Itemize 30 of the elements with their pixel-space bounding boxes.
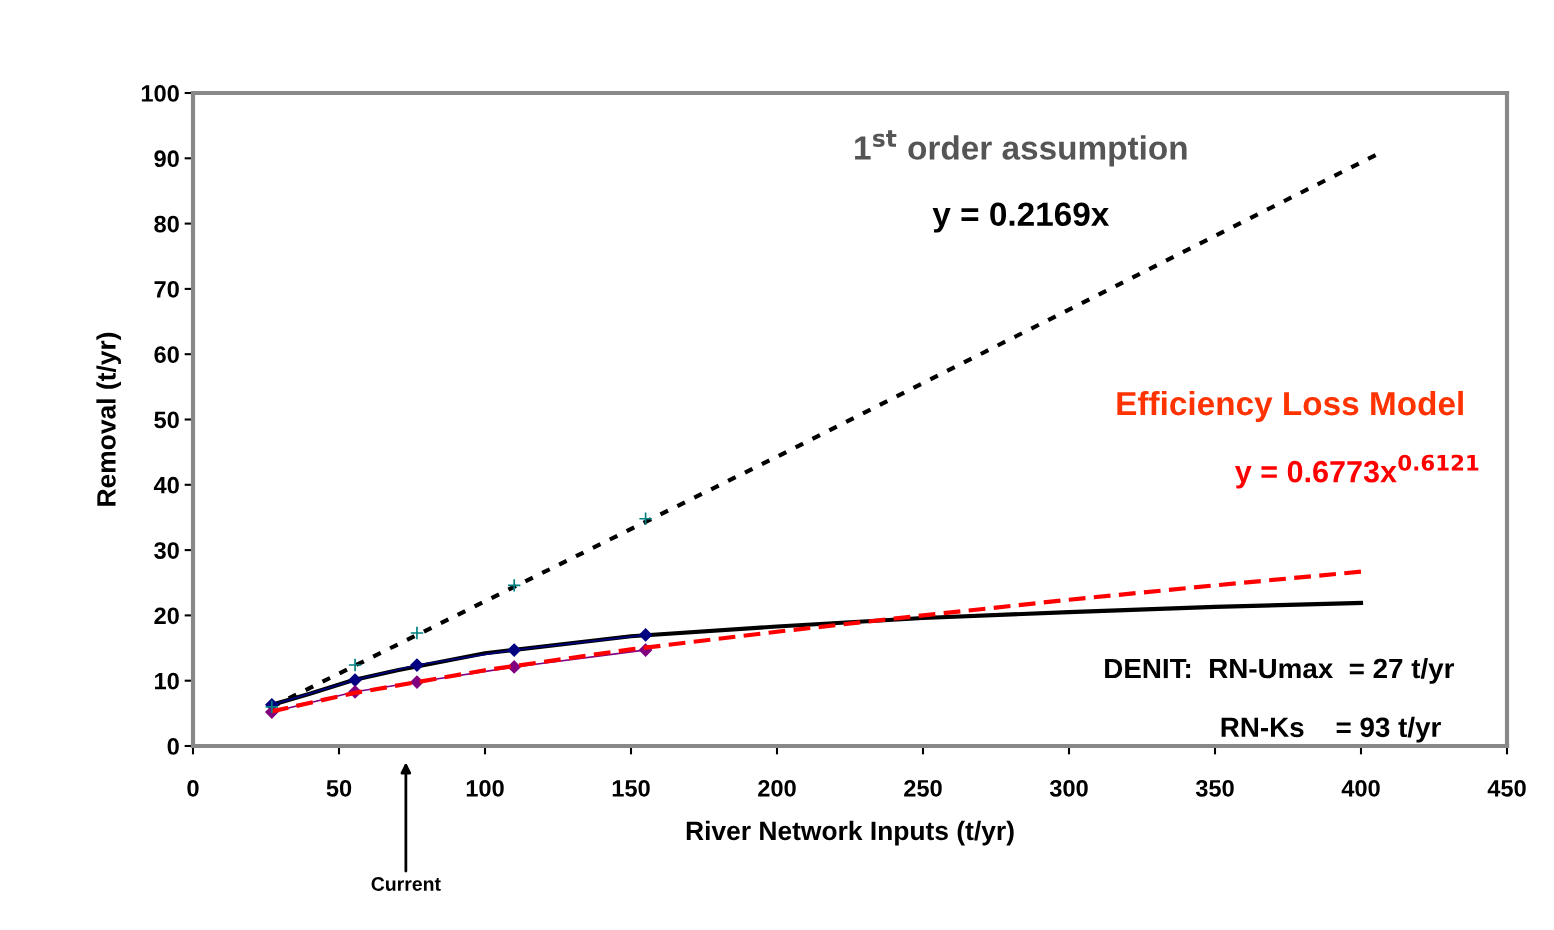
x-tick-label: 50 [326, 779, 352, 797]
y-tick-label: 30 [154, 542, 179, 559]
annotation: DENIT: RN-Umax = 27 t/yr [1105, 657, 1455, 684]
x-tick-label: 300 [1049, 779, 1088, 797]
annotation: RN-Ks = 93 t/yr [1221, 716, 1441, 743]
x-tick-label: 100 [466, 779, 504, 797]
x-tick-label: 250 [904, 779, 942, 797]
y-tick-label: 40 [153, 476, 179, 494]
x-tick-label: 400 [1341, 779, 1380, 797]
y-tick-label: 90 [154, 150, 179, 168]
x-tick-label: 200 [758, 779, 796, 797]
text: Current [371, 877, 441, 891]
y-tick-label: 80 [154, 215, 179, 233]
y-tick-label: 50 [154, 411, 179, 429]
y-tick-label: 100 [141, 85, 179, 102]
x-tick-label: 150 [612, 779, 650, 797]
x-axis-title: River Network Inputs (t/yr) [686, 820, 1014, 846]
x-tick-label: 350 [1195, 779, 1234, 797]
y-tick-label: 20 [154, 607, 179, 625]
y-tick-label: 70 [154, 280, 179, 298]
y-tick-label: 60 [154, 346, 179, 363]
annotation: Efficiency Loss Model [1117, 390, 1463, 422]
y-tick-label: 10 [155, 672, 179, 690]
annotation: 1$^{st}$ order assumption [855, 130, 1187, 167]
y-axis-title: Removal (t/yr) [96, 332, 121, 506]
y-tick-label: 0 [167, 738, 179, 755]
x-tick-label: 450 [1487, 779, 1526, 797]
annotation: y = 0.2169x [932, 202, 1110, 233]
annotation: y = 0.6773x$^{0.6121}$ [1234, 454, 1479, 489]
x-tick-label: 0 [187, 779, 199, 797]
